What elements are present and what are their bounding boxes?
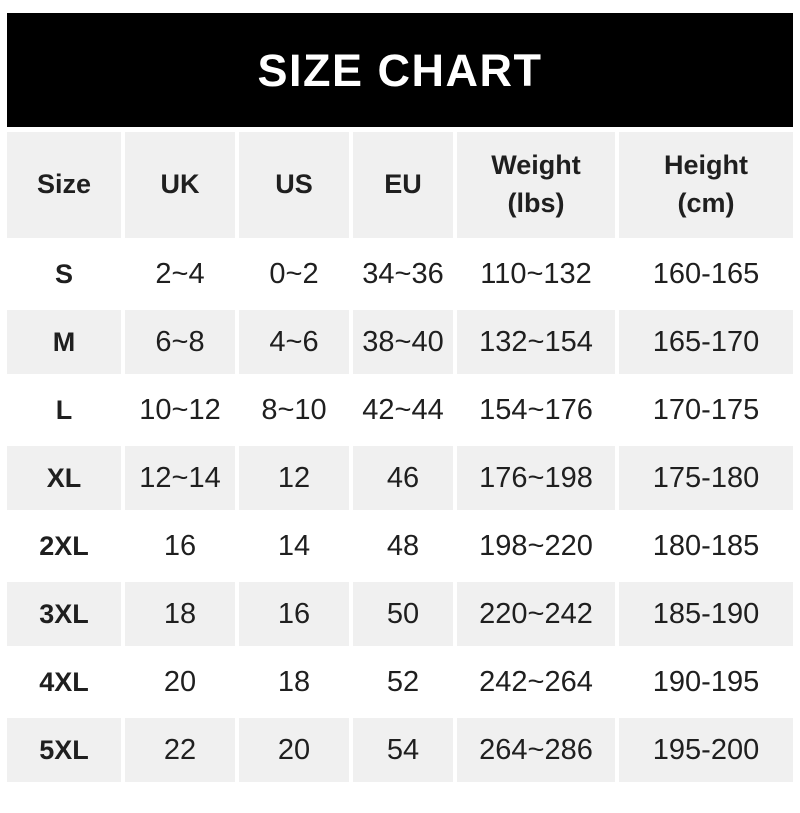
- eu-value: 38~40: [353, 310, 453, 374]
- us-value: 20: [239, 718, 349, 782]
- height-value: 180-185: [619, 514, 793, 578]
- weight-value: 264~286: [457, 718, 615, 782]
- us-value: 8~10: [239, 378, 349, 442]
- header-row: Size UK US EU Weight (lbs) Height (cm): [7, 132, 793, 238]
- eu-value: 34~36: [353, 242, 453, 306]
- table-row-s: S 2~4 0~2 34~36 110~132 160-165: [7, 242, 793, 306]
- weight-value: 198~220: [457, 514, 615, 578]
- eu-value: 46: [353, 446, 453, 510]
- column-header-eu: EU: [353, 132, 453, 238]
- height-value: 160-165: [619, 242, 793, 306]
- table-row-xl: XL 12~14 12 46 176~198 175-180: [7, 446, 793, 510]
- uk-value: 16: [125, 514, 235, 578]
- table-row-l: L 10~12 8~10 42~44 154~176 170-175: [7, 378, 793, 442]
- height-value: 165-170: [619, 310, 793, 374]
- table-row-5xl: 5XL 22 20 54 264~286 195-200: [7, 718, 793, 782]
- height-value: 170-175: [619, 378, 793, 442]
- eu-value: 42~44: [353, 378, 453, 442]
- column-header-height: Height (cm): [619, 132, 793, 238]
- height-value: 190-195: [619, 650, 793, 714]
- eu-value: 54: [353, 718, 453, 782]
- column-header-size: Size: [7, 132, 121, 238]
- uk-value: 2~4: [125, 242, 235, 306]
- size-label: L: [7, 378, 121, 442]
- size-label: 5XL: [7, 718, 121, 782]
- us-value: 0~2: [239, 242, 349, 306]
- us-value: 4~6: [239, 310, 349, 374]
- table-row-3xl: 3XL 18 16 50 220~242 185-190: [7, 582, 793, 646]
- size-label: S: [7, 242, 121, 306]
- uk-value: 10~12: [125, 378, 235, 442]
- eu-value: 48: [353, 514, 453, 578]
- weight-value: 132~154: [457, 310, 615, 374]
- column-header-us: US: [239, 132, 349, 238]
- column-header-weight: Weight (lbs): [457, 132, 615, 238]
- page-title: SIZE CHART: [257, 44, 543, 96]
- table-row-4xl: 4XL 20 18 52 242~264 190-195: [7, 650, 793, 714]
- eu-value: 50: [353, 582, 453, 646]
- column-header-uk: UK: [125, 132, 235, 238]
- uk-value: 12~14: [125, 446, 235, 510]
- us-value: 16: [239, 582, 349, 646]
- us-value: 14: [239, 514, 349, 578]
- size-label: 4XL: [7, 650, 121, 714]
- weight-value: 154~176: [457, 378, 615, 442]
- size-label: 2XL: [7, 514, 121, 578]
- page: SIZE CHART Size UK US EU Weight (lbs) He…: [0, 13, 800, 813]
- height-value: 185-190: [619, 582, 793, 646]
- weight-value: 220~242: [457, 582, 615, 646]
- us-value: 12: [239, 446, 349, 510]
- height-value: 195-200: [619, 718, 793, 782]
- uk-value: 18: [125, 582, 235, 646]
- table-row-2xl: 2XL 16 14 48 198~220 180-185: [7, 514, 793, 578]
- us-value: 18: [239, 650, 349, 714]
- weight-value: 110~132: [457, 242, 615, 306]
- table-row-m: M 6~8 4~6 38~40 132~154 165-170: [7, 310, 793, 374]
- height-value: 175-180: [619, 446, 793, 510]
- size-label: M: [7, 310, 121, 374]
- size-chart-table: Size UK US EU Weight (lbs) Height (cm) S…: [3, 128, 797, 786]
- weight-value: 242~264: [457, 650, 615, 714]
- uk-value: 22: [125, 718, 235, 782]
- weight-value: 176~198: [457, 446, 615, 510]
- size-label: XL: [7, 446, 121, 510]
- uk-value: 20: [125, 650, 235, 714]
- uk-value: 6~8: [125, 310, 235, 374]
- eu-value: 52: [353, 650, 453, 714]
- title-banner: SIZE CHART: [7, 13, 793, 127]
- size-label: 3XL: [7, 582, 121, 646]
